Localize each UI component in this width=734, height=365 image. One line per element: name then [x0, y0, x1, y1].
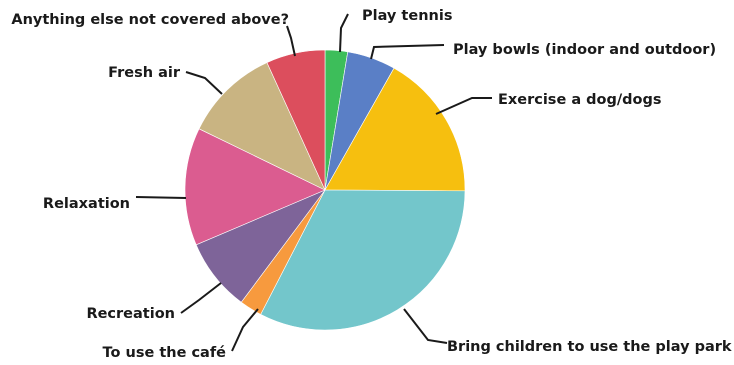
leader-line-recreation — [180, 282, 222, 314]
slice-label-exercise-a-dog-dogs: Exercise a dog/dogs — [498, 92, 662, 108]
slice-label-fresh-air: Fresh air — [108, 65, 181, 81]
leader-line-relaxation — [135, 196, 187, 199]
leader-line-fresh-air — [185, 71, 223, 95]
pie-slice-exercise-a-dog-dogs — [324, 67, 466, 192]
pie-slices — [184, 49, 466, 331]
slice-label-anything-else-not-covered-above: Anything else not covered above? — [11, 12, 289, 28]
slice-label-play-tennis: Play tennis — [362, 8, 452, 24]
pie-slice-fresh-air — [198, 62, 326, 191]
slice-label-relaxation: Relaxation — [43, 196, 130, 212]
leader-line-play-tennis — [339, 13, 349, 53]
leader-lines — [135, 13, 492, 352]
leader-line-to-use-the-caf — [231, 308, 259, 352]
slice-labels: Play tennis Play bowls (indoor and outdoo… — [11, 8, 732, 361]
leader-line-play-bowls-indoor-and-outdoor — [370, 44, 445, 60]
slice-label-recreation: Recreation — [86, 306, 175, 322]
slice-label-to-use-the-caf: To use the café — [103, 345, 227, 361]
leader-line-bring-children-to-use-the-play-park — [403, 308, 448, 344]
leader-line-anything-else-not-covered-above — [286, 25, 296, 57]
slice-label-play-bowls-indoor-and-outdoor: Play bowls (indoor and outdoor) — [453, 42, 716, 58]
pie-slice-bring-children-to-use-the-play-park — [260, 189, 466, 331]
slice-label-bring-children-to-use-the-play-park: Bring children to use the play park — [447, 339, 732, 355]
leader-line-exercise-a-dog-dogs — [435, 97, 492, 115]
pie-slice-relaxation — [184, 128, 326, 246]
